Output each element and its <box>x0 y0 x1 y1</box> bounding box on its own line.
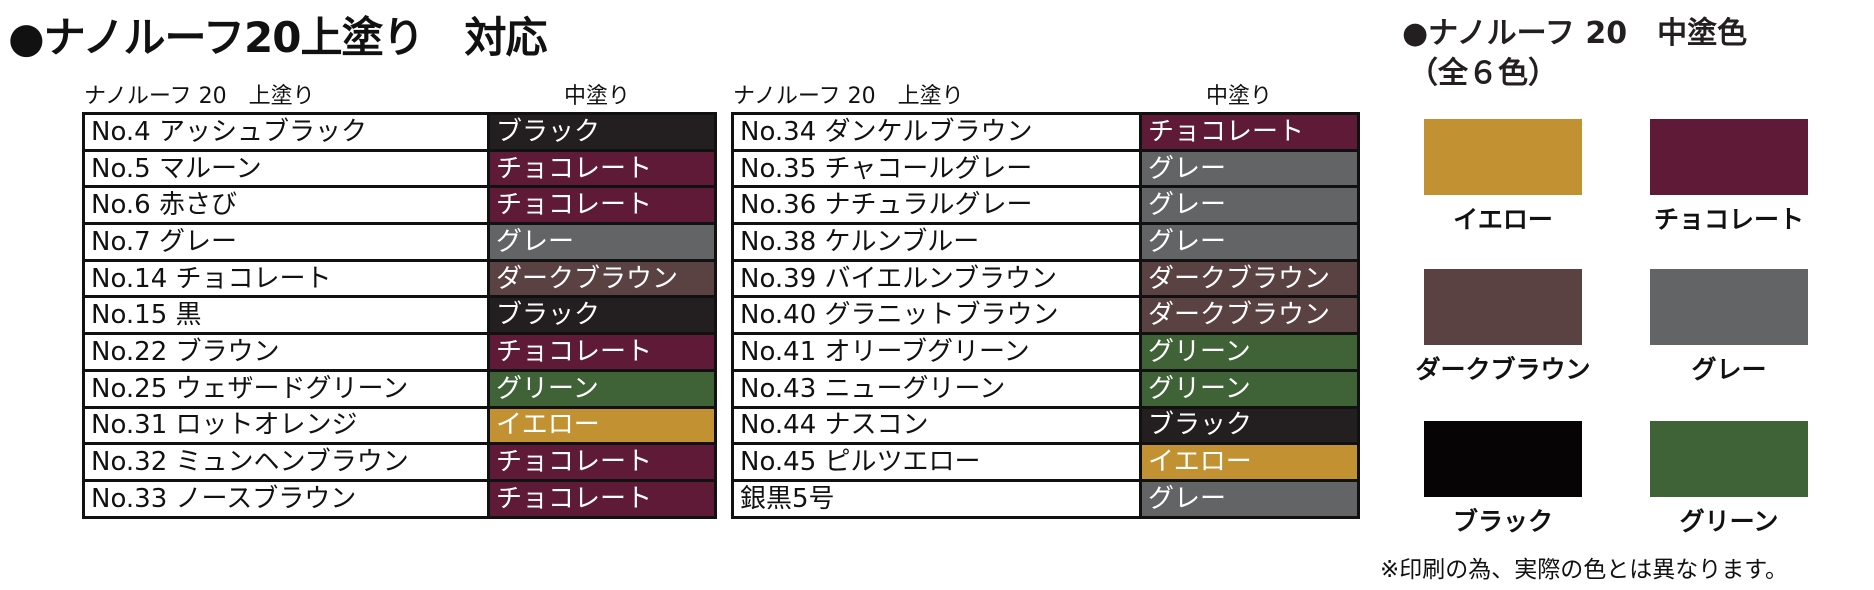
swatch-label: グリーン <box>1679 507 1779 536</box>
color-swatch <box>1650 119 1808 195</box>
table-row: No.14 チョコレート ダークブラウン <box>82 258 717 299</box>
midcoat-color: グレー <box>487 222 717 262</box>
topcoat-name: No.40 グラニットブラウン <box>731 295 1142 336</box>
table-row: No.22 ブラウン チョコレート <box>82 332 717 372</box>
swatch-label: ブラック <box>1452 507 1553 536</box>
midcoat-color: ブラック <box>487 295 717 336</box>
palette-title-line1: ●ナノルーフ 20 中塗色 <box>1402 16 1748 51</box>
midcoat-color: ブラック <box>1139 405 1360 446</box>
midcoat-color: チョコレート <box>487 148 717 189</box>
topcoat-name: No.38 ケルンブルー <box>731 222 1142 262</box>
midcoat-color: ダークブラウン <box>1139 295 1360 336</box>
midcoat-color: グリーン <box>487 368 717 409</box>
topcoat-name: No.15 黒 <box>82 295 490 336</box>
table-row: No.35 チャコールグレー グレー <box>731 148 1360 189</box>
palette-title: ●ナノルーフ 20 中塗色 （全６色） <box>1402 14 1747 94</box>
table-row: No.7 グレー グレー <box>82 222 717 262</box>
topcoat-name: No.14 チョコレート <box>82 258 490 299</box>
midcoat-color: グレー <box>1139 478 1360 519</box>
color-table-2: No.34 ダンケルブラウン チョコレート No.35 チャコールグレー グレー No.… <box>731 112 1360 519</box>
table-row: No.32 ミュンヘンブラウン チョコレート <box>82 442 717 482</box>
topcoat-name: No.43 ニューグリーン <box>731 368 1142 409</box>
topcoat-name: No.6 赤さび <box>82 185 490 226</box>
palette-title-line2: （全６色） <box>1408 56 1558 91</box>
topcoat-name: No.41 オリーブグリーン <box>731 332 1142 372</box>
swatch-label: イエロー <box>1453 205 1553 234</box>
topcoat-name: No.5 マルーン <box>82 148 490 189</box>
swatch-label: グレー <box>1691 355 1767 384</box>
table-row: No.38 ケルンブルー グレー <box>731 222 1360 262</box>
midcoat-color: グリーン <box>1139 332 1360 372</box>
table-row: No.34 ダンケルブラウン チョコレート <box>731 112 1360 152</box>
table-row: No.40 グラニットブラウン ダークブラウン <box>731 295 1360 336</box>
topcoat-name: No.35 チャコールグレー <box>731 148 1142 189</box>
midcoat-color: ブラック <box>487 112 717 152</box>
color-swatch <box>1424 421 1582 497</box>
table2-header-top: ナノルーフ 20 上塗り <box>733 84 964 109</box>
table-row: 銀黒5号 グレー <box>731 478 1360 519</box>
topcoat-name: No.7 グレー <box>82 222 490 262</box>
midcoat-color: イエロー <box>487 405 717 446</box>
table-row: No.45 ピルツエロー イエロー <box>731 442 1360 482</box>
table-row: No.36 ナチュラルグレー グレー <box>731 185 1360 226</box>
midcoat-color: ダークブラウン <box>487 258 717 299</box>
topcoat-name: No.25 ウェザードグリーン <box>82 368 490 409</box>
midcoat-color: グレー <box>1139 222 1360 262</box>
topcoat-name: No.34 ダンケルブラウン <box>731 112 1142 152</box>
topcoat-name: No.39 バイエルンブラウン <box>731 258 1142 299</box>
midcoat-color: グリーン <box>1139 368 1360 409</box>
table2-header-mid: 中塗り <box>1206 84 1273 109</box>
midcoat-color: ダークブラウン <box>1139 258 1360 299</box>
topcoat-name: No.32 ミュンヘンブラウン <box>82 442 490 482</box>
table-row: No.4 アッシュブラック ブラック <box>82 112 717 152</box>
midcoat-color: チョコレート <box>487 185 717 226</box>
color-swatch <box>1424 269 1582 345</box>
table-row: No.41 オリーブグリーン グリーン <box>731 332 1360 372</box>
topcoat-name: No.31 ロットオレンジ <box>82 405 490 446</box>
midcoat-color: イエロー <box>1139 442 1360 482</box>
topcoat-name: 銀黒5号 <box>731 478 1142 519</box>
topcoat-name: No.36 ナチュラルグレー <box>731 185 1142 226</box>
topcoat-name: No.44 ナスコン <box>731 405 1142 446</box>
print-note: ※印刷の為、実際の色とは異なります。 <box>1380 557 1788 583</box>
midcoat-color: チョコレート <box>487 442 717 482</box>
page-title: ●ナノルーフ20上塗り 対応 <box>8 13 547 62</box>
table1-header-mid: 中塗り <box>564 84 631 109</box>
color-table-1: No.4 アッシュブラック ブラック No.5 マルーン チョコレート No.6 赤さび… <box>82 112 717 519</box>
color-swatch <box>1424 119 1582 195</box>
midcoat-color: グレー <box>1139 148 1360 189</box>
table-row: No.33 ノースブラウン チョコレート <box>82 478 717 519</box>
midcoat-color: チョコレート <box>487 478 717 519</box>
table-row: No.31 ロットオレンジ イエロー <box>82 405 717 446</box>
topcoat-name: No.33 ノースブラウン <box>82 478 490 519</box>
color-swatch <box>1650 421 1808 497</box>
midcoat-color: チョコレート <box>1139 112 1360 152</box>
swatch-label: ダークブラウン <box>1415 355 1591 384</box>
table-row: No.39 バイエルンブラウン ダークブラウン <box>731 258 1360 299</box>
table-row: No.15 黒ブラック <box>82 295 717 336</box>
table-row: No.25 ウェザードグリーン グリーン <box>82 368 717 409</box>
midcoat-color: グレー <box>1139 185 1360 226</box>
topcoat-name: No.4 アッシュブラック <box>82 112 490 152</box>
swatch-label: チョコレート <box>1653 205 1804 234</box>
midcoat-color: チョコレート <box>487 332 717 372</box>
table-row: No.6 赤さび チョコレート <box>82 185 717 226</box>
table-row: No.43 ニューグリーン グリーン <box>731 368 1360 409</box>
color-swatch <box>1650 269 1808 345</box>
table1-header-top: ナノルーフ 20 上塗り <box>84 84 315 109</box>
table-row: No.5 マルーン チョコレート <box>82 148 717 189</box>
topcoat-name: No.22 ブラウン <box>82 332 490 372</box>
table-row: No.44 ナスコン ブラック <box>731 405 1360 446</box>
topcoat-name: No.45 ピルツエロー <box>731 442 1142 482</box>
